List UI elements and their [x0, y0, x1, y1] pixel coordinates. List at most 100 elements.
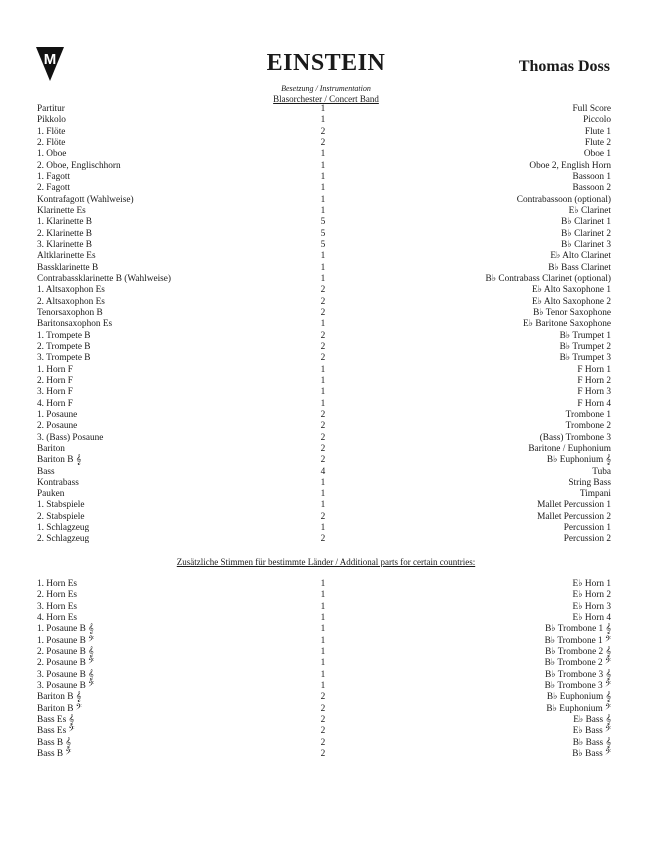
part-count: 1 — [320, 398, 326, 409]
part-name-de: Pauken — [37, 489, 65, 500]
part-name-en: E♭ Alto Clarinet — [550, 251, 611, 262]
part-count: 2 — [320, 307, 326, 318]
part-name-de: 1. Horn F — [37, 364, 73, 375]
part-name-en: E♭ Baritone Saxophone — [522, 319, 611, 330]
part-name-en: String Bass — [568, 477, 611, 488]
part-row: 1. Posaune B 𝄢 1 B♭ Trombone 1 𝄢 — [37, 636, 611, 647]
part-name-en: F Horn 2 — [577, 375, 611, 386]
part-count: 2 — [320, 137, 326, 148]
part-count: 2 — [320, 748, 326, 759]
part-row: Pauken 1 Timpani — [37, 489, 611, 500]
part-name-en: (Bass) Trombone 3 — [539, 432, 611, 443]
part-name-en: B♭ Bass 𝄞 — [572, 737, 611, 748]
part-count: 2 — [320, 432, 326, 443]
part-name-de: 2. Stabspiele — [37, 511, 85, 522]
part-name-de: 2. Klarinette B — [37, 228, 92, 239]
part-row: 2. Horn F 1 F Horn 2 — [37, 376, 611, 387]
part-count: 1 — [320, 624, 326, 635]
part-row: Kontrafagott (Wahlweise) 1 Contrabassoon (… — [37, 195, 611, 206]
part-name-de: 2. Posaune — [37, 421, 78, 432]
part-row: 3. Klarinette B 5 B♭ Clarinet 3 — [37, 240, 611, 251]
part-row: Contrabassklarinette B (Wahlweise) 1 B♭ Co… — [37, 274, 611, 285]
part-name-en: F Horn 1 — [577, 364, 611, 375]
part-row: 2. Posaune 2 Trombone 2 — [37, 421, 611, 432]
part-name-en: Trombone 2 — [565, 421, 611, 432]
part-name-en: B♭ Clarinet 2 — [561, 228, 611, 239]
part-row: Partitur 1 Full Score — [37, 104, 611, 115]
part-count: 1 — [320, 262, 326, 273]
part-row: 2. Trompete B 2 B♭ Trumpet 2 — [37, 342, 611, 353]
part-name-de: 3. Klarinette B — [37, 239, 92, 250]
part-row: 3. (Bass) Posaune 2 (Bass) Trombone 3 — [37, 433, 611, 444]
part-name-de: Bariton — [37, 443, 65, 454]
part-row: 3. Trompete B 2 B♭ Trumpet 3 — [37, 353, 611, 364]
part-name-en: Oboe 2, English Horn — [529, 160, 611, 171]
part-row: Bass Es 𝄢 2 E♭ Bass 𝄢 — [37, 726, 611, 737]
part-name-de: Bass Es 𝄢 — [37, 726, 75, 737]
part-count: 2 — [320, 534, 326, 545]
part-count: 2 — [320, 296, 326, 307]
part-count: 1 — [320, 477, 326, 488]
part-name-en: E♭ Bass 𝄞 — [573, 714, 611, 725]
part-name-en: B♭ Bass 𝄢 — [572, 748, 611, 759]
part-name-en: E♭ Horn 3 — [572, 601, 611, 612]
part-name-en: Trombone 1 — [565, 409, 611, 420]
part-name-de: 1. Klarinette B — [37, 217, 92, 228]
part-row: 2. Fagott 1 Bassoon 2 — [37, 183, 611, 194]
part-name-en: Baritone / Euphonium — [528, 443, 611, 454]
part-name-de: 2. Flöte — [37, 137, 66, 148]
main-parts-list: Partitur 1 Full Score Pikkolo 1 Piccolo 1. Flö… — [37, 104, 611, 546]
part-row: Bariton B 𝄞 2 B♭ Euphonium 𝄞 — [37, 692, 611, 703]
part-name-en: B♭ Trombone 3 𝄞 — [545, 669, 611, 680]
part-name-de: 2. Oboe, Englischhorn — [37, 160, 121, 171]
part-count: 1 — [320, 387, 326, 398]
part-row: 1. Flöte 2 Flute 1 — [37, 127, 611, 138]
part-row: Bass B 𝄞 2 B♭ Bass 𝄞 — [37, 738, 611, 749]
part-row: 2. Schlagzeug 2 Percussion 2 — [37, 534, 611, 545]
part-count: 1 — [320, 680, 326, 691]
part-name-de: 1. Posaune B 𝄞 — [37, 624, 94, 635]
part-name-en: E♭ Horn 4 — [572, 612, 611, 623]
part-name-de: 3. Posaune B 𝄢 — [37, 680, 95, 691]
part-count: 1 — [320, 375, 326, 386]
part-name-de: 2. Horn F — [37, 375, 73, 386]
part-name-de: Bariton B 𝄢 — [37, 703, 82, 714]
part-name-de: 3. Horn F — [37, 387, 73, 398]
part-count: 2 — [320, 737, 326, 748]
part-name-de: 1. Trompete B — [37, 330, 91, 341]
part-name-de: 4. Horn Es — [37, 612, 78, 623]
part-count: 5 — [320, 217, 326, 228]
part-name-de: 1. Oboe — [37, 149, 67, 160]
part-name-de: Bassklarinette B — [37, 262, 99, 273]
part-count: 2 — [320, 126, 326, 137]
part-row: Bariton B 𝄢 2 B♭ Euphonium 𝄢 — [37, 704, 611, 715]
part-name-de: 4. Horn F — [37, 398, 73, 409]
part-row: 3. Posaune B 𝄞 1 B♭ Trombone 3 𝄞 — [37, 670, 611, 681]
part-row: 4. Horn Es 1 E♭ Horn 4 — [37, 613, 611, 624]
part-row: 1. Fagott 1 Bassoon 1 — [37, 172, 611, 183]
part-count: 1 — [320, 523, 326, 534]
part-name-en: Flute 1 — [584, 126, 611, 137]
part-name-de: 2. Trompete B — [37, 341, 91, 352]
part-count: 2 — [320, 330, 326, 341]
part-row: 1. Altsaxophon Es 2 E♭ Alto Saxophone 1 — [37, 285, 611, 296]
part-row: Bassklarinette B 1 B♭ Bass Clarinet — [37, 263, 611, 274]
part-name-de: Partitur — [37, 104, 65, 114]
part-count: 1 — [320, 500, 326, 511]
part-name-en: E♭ Bass 𝄢 — [572, 726, 611, 737]
part-name-de: 2. Horn Es — [37, 590, 78, 601]
part-name-en: B♭ Trombone 2 𝄞 — [545, 646, 611, 657]
ensemble-label: Blasorchester / Concert Band — [273, 94, 379, 104]
part-row: Bass Es 𝄞 2 E♭ Bass 𝄞 — [37, 715, 611, 726]
part-name-de: Bariton B 𝄞 — [37, 692, 82, 703]
part-row: 2. Klarinette B 5 B♭ Clarinet 2 — [37, 229, 611, 240]
part-count: 2 — [320, 285, 326, 296]
part-name-en: Percussion 2 — [563, 534, 611, 545]
part-count: 2 — [320, 703, 326, 714]
part-name-de: 3. Horn Es — [37, 601, 78, 612]
part-name-en: E♭ Horn 1 — [572, 579, 611, 589]
part-name-en: B♭ Trombone 1 𝄞 — [545, 624, 611, 635]
part-count: 2 — [320, 714, 326, 725]
part-name-de: Bass — [37, 466, 55, 477]
part-count: 1 — [320, 319, 326, 330]
